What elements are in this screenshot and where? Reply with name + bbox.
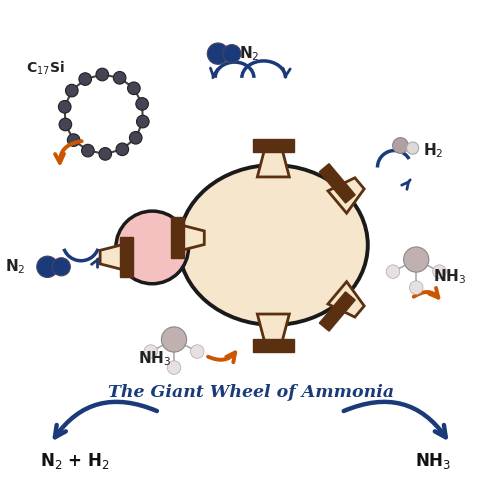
- Polygon shape: [328, 282, 364, 317]
- Circle shape: [114, 72, 126, 84]
- Polygon shape: [178, 224, 204, 251]
- Text: NH$_3$: NH$_3$: [415, 451, 451, 470]
- Circle shape: [190, 345, 204, 358]
- Circle shape: [136, 115, 149, 128]
- Circle shape: [406, 142, 419, 154]
- Circle shape: [136, 98, 148, 110]
- Circle shape: [79, 73, 92, 85]
- Circle shape: [392, 138, 408, 153]
- Text: NH$_3$: NH$_3$: [138, 349, 171, 368]
- Polygon shape: [320, 164, 355, 203]
- Circle shape: [52, 258, 70, 276]
- Circle shape: [37, 256, 58, 277]
- Polygon shape: [172, 218, 184, 258]
- Circle shape: [144, 345, 158, 358]
- Circle shape: [130, 131, 142, 144]
- Circle shape: [66, 84, 78, 97]
- Circle shape: [208, 43, 229, 64]
- Polygon shape: [253, 139, 294, 152]
- Polygon shape: [258, 146, 290, 177]
- Polygon shape: [253, 339, 294, 352]
- Text: C$_{17}$Si: C$_{17}$Si: [26, 59, 65, 77]
- Circle shape: [222, 45, 241, 63]
- Circle shape: [386, 265, 400, 278]
- Circle shape: [162, 327, 186, 352]
- Text: The Giant Wheel of Ammonia: The Giant Wheel of Ammonia: [108, 384, 395, 401]
- Circle shape: [410, 281, 423, 294]
- Circle shape: [99, 147, 112, 160]
- Polygon shape: [320, 292, 355, 331]
- Circle shape: [116, 143, 128, 156]
- Circle shape: [58, 100, 71, 113]
- Polygon shape: [100, 244, 127, 270]
- Text: N$_2$: N$_2$: [240, 44, 260, 63]
- Circle shape: [82, 145, 94, 157]
- Circle shape: [432, 265, 446, 278]
- Text: H$_2$: H$_2$: [424, 141, 444, 160]
- Circle shape: [128, 82, 140, 95]
- Ellipse shape: [179, 165, 368, 325]
- Polygon shape: [328, 178, 364, 213]
- Polygon shape: [258, 314, 290, 345]
- Circle shape: [68, 134, 80, 147]
- Text: NH$_3$: NH$_3$: [433, 267, 466, 286]
- Circle shape: [404, 247, 429, 272]
- Text: N$_2$ + H$_2$: N$_2$ + H$_2$: [40, 451, 110, 470]
- Circle shape: [59, 118, 72, 131]
- Circle shape: [167, 361, 181, 374]
- Text: N$_2$: N$_2$: [4, 257, 25, 276]
- Circle shape: [116, 211, 188, 284]
- Polygon shape: [120, 237, 133, 277]
- Circle shape: [96, 68, 108, 81]
